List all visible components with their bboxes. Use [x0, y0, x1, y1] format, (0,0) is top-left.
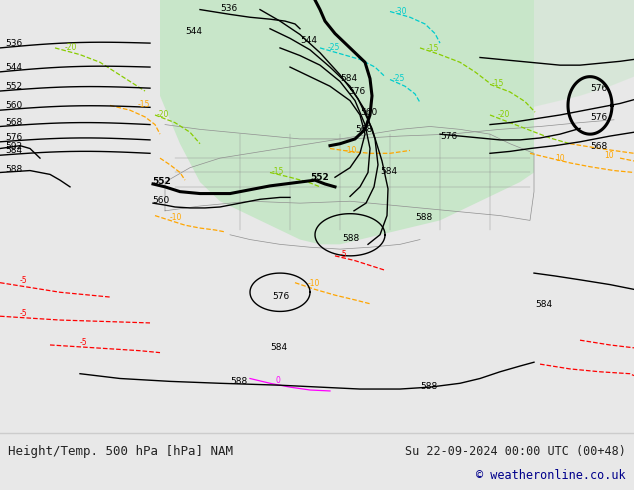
Text: 584: 584: [535, 299, 552, 309]
Text: -5: -5: [340, 250, 347, 259]
Text: © weatheronline.co.uk: © weatheronline.co.uk: [476, 469, 626, 482]
Text: -10: -10: [308, 278, 320, 288]
Text: -30: -30: [395, 7, 408, 16]
Text: -20: -20: [65, 43, 77, 52]
Text: 544: 544: [300, 36, 317, 45]
Text: 584: 584: [380, 168, 397, 176]
Text: 576: 576: [348, 87, 365, 96]
Text: -5: -5: [80, 338, 87, 347]
Text: -15: -15: [272, 168, 285, 176]
Text: 0: 0: [275, 376, 280, 385]
Text: 584: 584: [5, 147, 22, 155]
Text: Height/Temp. 500 hPa [hPa] NAM: Height/Temp. 500 hPa [hPa] NAM: [8, 445, 233, 458]
Text: -5: -5: [20, 276, 28, 285]
Polygon shape: [200, 0, 634, 115]
Text: 588: 588: [415, 213, 432, 222]
Text: 588: 588: [230, 377, 247, 386]
Text: 576: 576: [5, 133, 22, 142]
Text: Su 22-09-2024 00:00 UTC (00+48): Su 22-09-2024 00:00 UTC (00+48): [405, 445, 626, 458]
Text: 552: 552: [310, 173, 329, 182]
Text: 568: 568: [5, 118, 22, 126]
Polygon shape: [160, 0, 534, 245]
Text: 588: 588: [342, 235, 359, 244]
Text: -25: -25: [393, 74, 405, 83]
Text: 584: 584: [340, 74, 357, 83]
Text: 568: 568: [590, 142, 607, 150]
Text: -15: -15: [138, 100, 150, 109]
Text: 544: 544: [185, 26, 202, 36]
Text: 576: 576: [272, 292, 289, 301]
Text: 552: 552: [5, 82, 22, 91]
Text: -25: -25: [328, 43, 340, 52]
Text: 576: 576: [440, 132, 457, 141]
Text: 552: 552: [152, 177, 171, 186]
Text: 576: 576: [590, 84, 607, 93]
Text: 584: 584: [270, 343, 287, 352]
Text: 588: 588: [5, 166, 22, 174]
Text: 576: 576: [590, 113, 607, 122]
Text: 568: 568: [355, 125, 372, 134]
Text: 560: 560: [5, 101, 22, 110]
Text: 536: 536: [5, 39, 22, 48]
Text: 536: 536: [220, 4, 237, 14]
Text: 10: 10: [555, 154, 565, 163]
Text: -10: -10: [170, 213, 183, 222]
Text: -5: -5: [20, 309, 28, 318]
Text: -20: -20: [157, 110, 169, 119]
Text: 560: 560: [360, 108, 377, 117]
Text: -20: -20: [498, 110, 510, 119]
Text: 544: 544: [5, 63, 22, 72]
Text: 588: 588: [420, 382, 437, 391]
Text: 10: 10: [604, 151, 614, 160]
Text: 592: 592: [5, 142, 22, 150]
Text: -15: -15: [492, 79, 505, 88]
Text: -10: -10: [345, 147, 358, 155]
Text: -15: -15: [427, 44, 439, 53]
Text: 560: 560: [152, 196, 169, 205]
